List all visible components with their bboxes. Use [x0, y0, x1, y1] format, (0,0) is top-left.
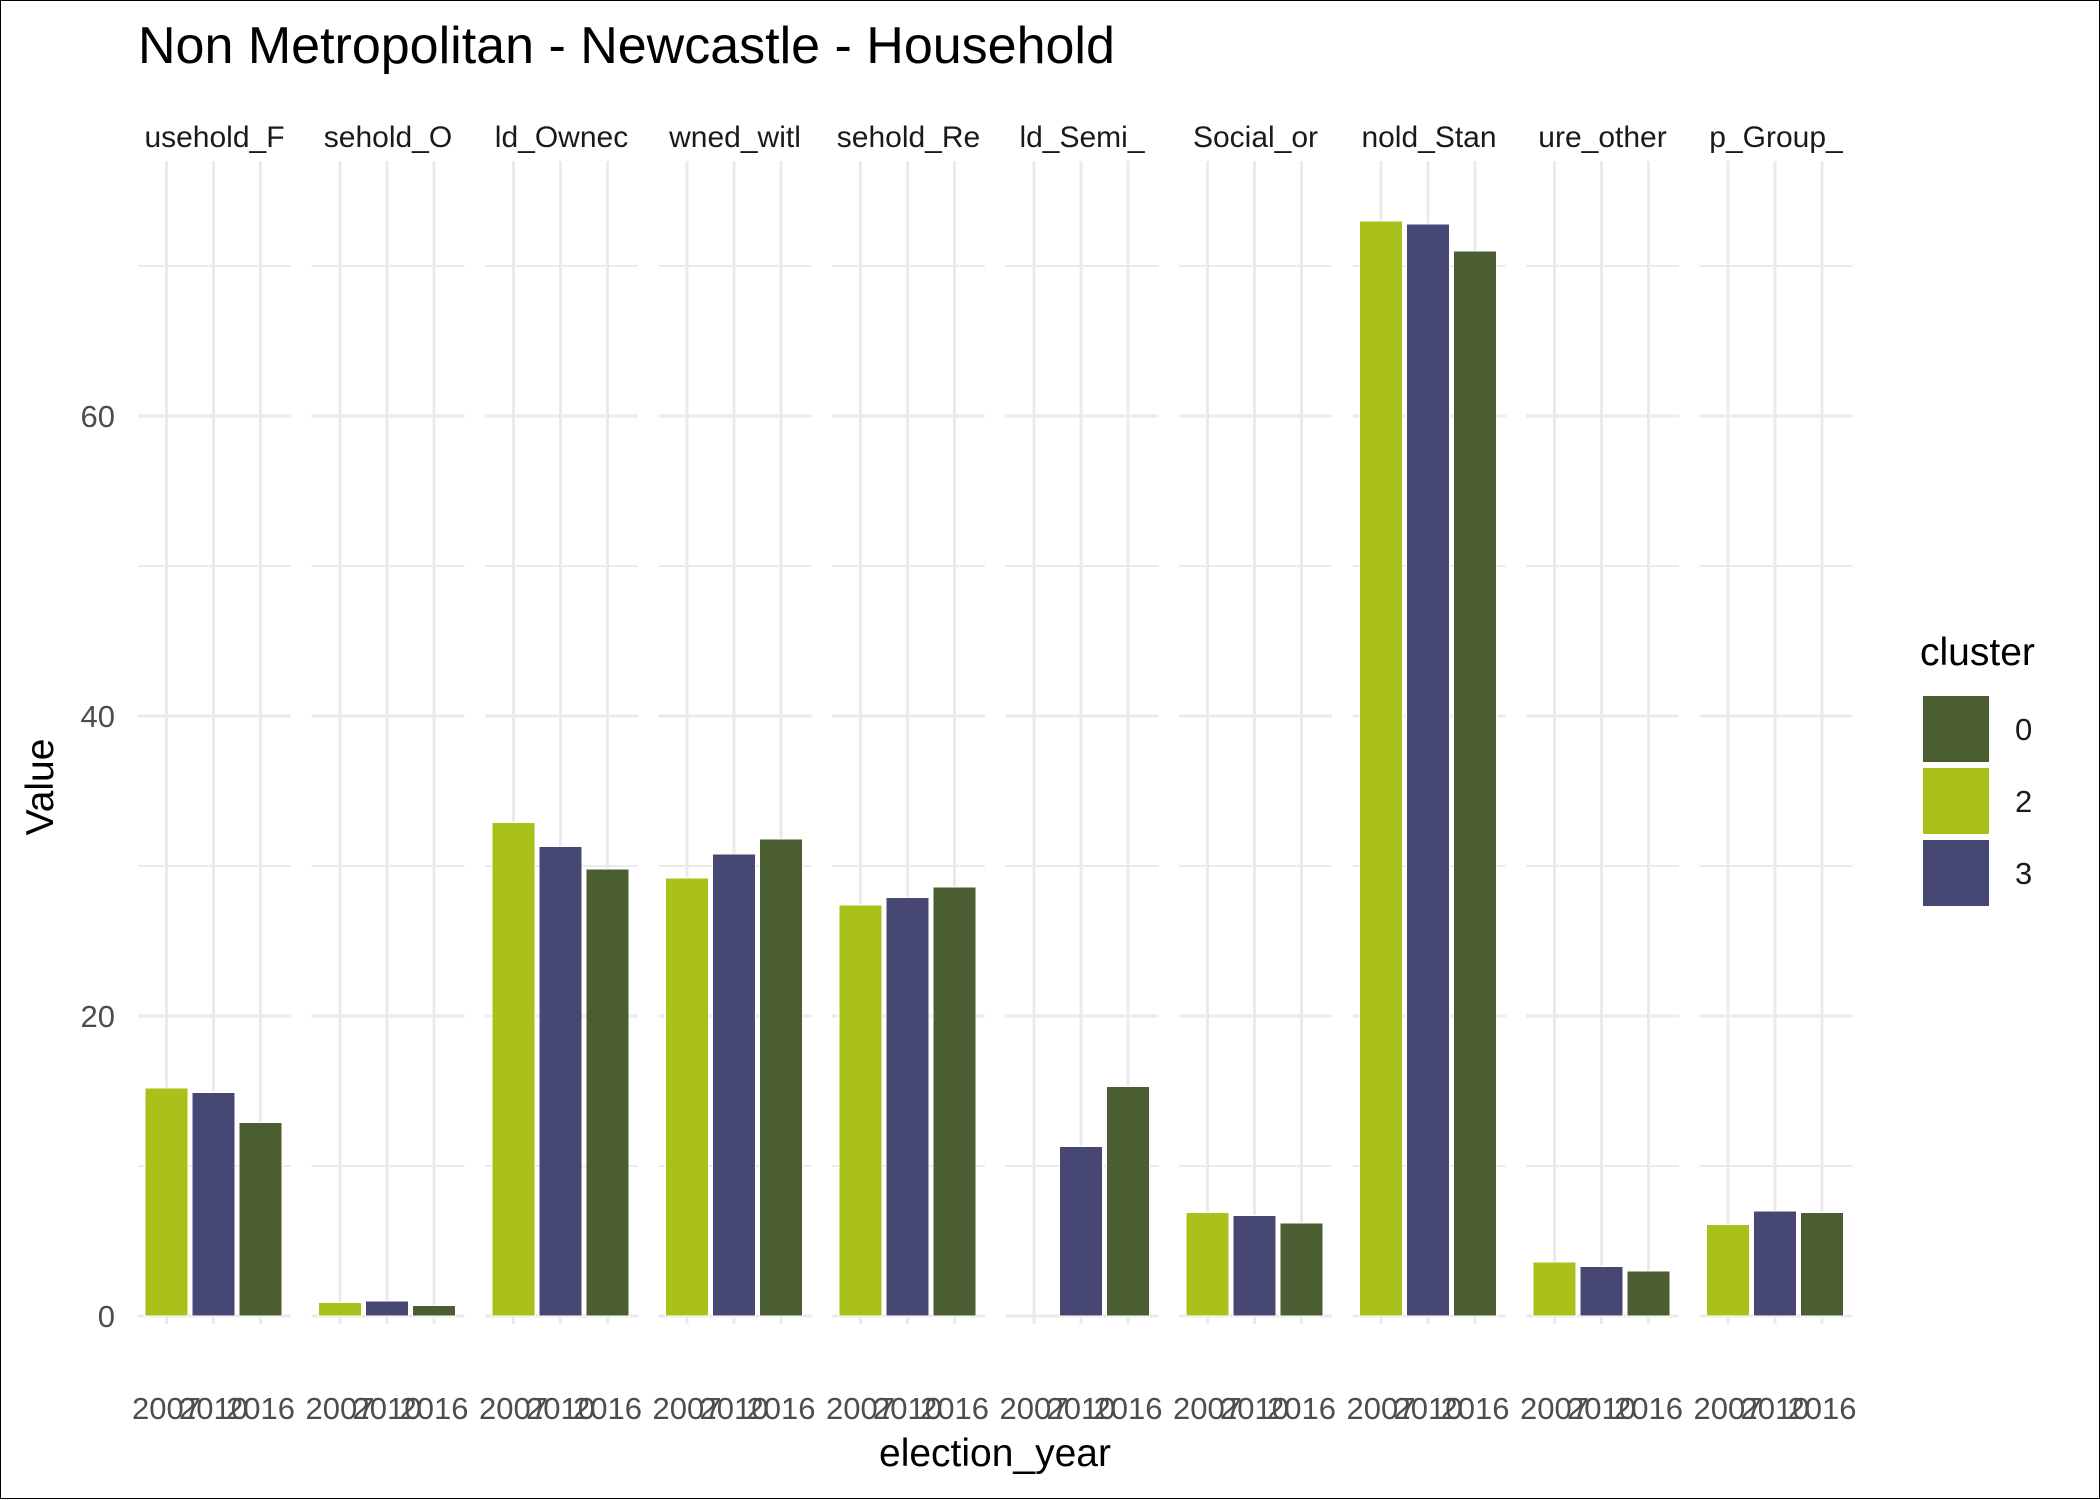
x-tick-label: 2016: [1094, 1391, 1163, 1426]
bar: [1106, 1086, 1150, 1317]
x-axis-title: election_year: [879, 1432, 1111, 1475]
x-tick-label: 2007: [1000, 1391, 1069, 1426]
y-tick-label: 0: [98, 1299, 115, 1334]
bar: [1406, 223, 1450, 1317]
x-tick-label: 2016: [1267, 1391, 1336, 1426]
chart-title: Non Metropolitan - Newcastle - Household: [138, 17, 1115, 75]
legend-label: 3: [2015, 856, 2032, 891]
bar: [1706, 1224, 1750, 1317]
x-tick-label: 2010: [700, 1391, 769, 1426]
x-tick-label: 2010: [179, 1391, 248, 1426]
x-tick-label: 2016: [1441, 1391, 1510, 1426]
facet-strip-label: ure_other: [1538, 121, 1666, 154]
x-tick-label: 2010: [1741, 1391, 1810, 1426]
y-tick-label: 40: [81, 699, 115, 734]
bar: [191, 1092, 236, 1317]
bars: [144, 220, 1844, 1317]
x-tick-label: 2007: [479, 1391, 548, 1426]
x-tick-label: 2016: [920, 1391, 989, 1426]
facet-strip-label: Social_or: [1193, 121, 1318, 154]
bar: [885, 897, 930, 1317]
x-tick-label: 2016: [1614, 1391, 1683, 1426]
x-tick-label: 2007: [653, 1391, 722, 1426]
facet-strip-label: usehold_F: [144, 121, 284, 154]
facet-strip-label: ld_Ownec: [495, 121, 628, 154]
x-tick-label: 2010: [873, 1391, 942, 1426]
bar: [491, 822, 536, 1317]
facet-strip-label: p_Group_: [1709, 121, 1844, 154]
facet-strip-label: wned_witl: [668, 121, 801, 154]
x-tick-label: 2010: [1047, 1391, 1116, 1426]
legend-key: [1923, 696, 1989, 762]
x-tick-label: 2016: [747, 1391, 816, 1426]
bar: [585, 868, 630, 1317]
legend-key: [1923, 840, 1989, 906]
bar: [838, 904, 883, 1317]
x-tick-label: 2010: [353, 1391, 422, 1426]
bar: [1800, 1212, 1844, 1317]
facet-strip-label: nold_Stan: [1361, 121, 1496, 154]
bar: [538, 846, 583, 1317]
gridlines: [138, 161, 1853, 1324]
x-tick-label: 2007: [1694, 1391, 1763, 1426]
x-tick-label: 2016: [400, 1391, 469, 1426]
y-tick-label: 20: [81, 999, 115, 1034]
bar: [1232, 1215, 1277, 1317]
bar: [1532, 1261, 1577, 1317]
bar: [1579, 1266, 1624, 1317]
x-tick-label: 2010: [1394, 1391, 1463, 1426]
bar: [1059, 1146, 1103, 1317]
bar: [365, 1300, 409, 1317]
bar: [1359, 220, 1403, 1317]
bar: [759, 838, 803, 1317]
x-tick-label: 2016: [226, 1391, 295, 1426]
bar: [144, 1087, 189, 1317]
x-tick-label: 2007: [306, 1391, 375, 1426]
bar: [1279, 1222, 1324, 1317]
x-tick-label: 2007: [1347, 1391, 1416, 1426]
legend-title: cluster: [1920, 631, 2035, 674]
bar: [665, 877, 709, 1317]
bar: [412, 1305, 456, 1317]
bar: [712, 853, 756, 1317]
x-tick-label: 2007: [132, 1391, 201, 1426]
x-tick-label: 2007: [1520, 1391, 1589, 1426]
bar: [318, 1302, 362, 1317]
x-tick-label: 2016: [573, 1391, 642, 1426]
x-tick-label: 2016: [1788, 1391, 1857, 1426]
x-tick-label: 2010: [1567, 1391, 1636, 1426]
bar: [1626, 1270, 1671, 1317]
bar: [238, 1122, 283, 1317]
y-tick-label: 60: [81, 399, 115, 434]
legend-label: 0: [2015, 712, 2032, 747]
x-tick-label: 2007: [1173, 1391, 1242, 1426]
chart-text: Non Metropolitan - Newcastle - Household…: [19, 17, 1856, 1475]
facet-strip-label: ld_Semi_: [1019, 121, 1145, 154]
y-axis-title: Value: [19, 739, 62, 836]
bar: [1753, 1210, 1797, 1317]
facet-strip-label: sehold_Re: [837, 121, 980, 154]
legend-label: 2: [2015, 784, 2032, 819]
legend: cluster 0 2 3: [1920, 631, 2035, 906]
x-tick-label: 2007: [826, 1391, 895, 1426]
bar: [932, 886, 977, 1317]
facet-strip-label: sehold_O: [324, 121, 452, 154]
legend-key: [1923, 768, 1989, 834]
bar: [1185, 1212, 1230, 1317]
bar: [1453, 250, 1497, 1317]
x-tick-label: 2010: [1220, 1391, 1289, 1426]
x-tick-label: 2010: [526, 1391, 595, 1426]
